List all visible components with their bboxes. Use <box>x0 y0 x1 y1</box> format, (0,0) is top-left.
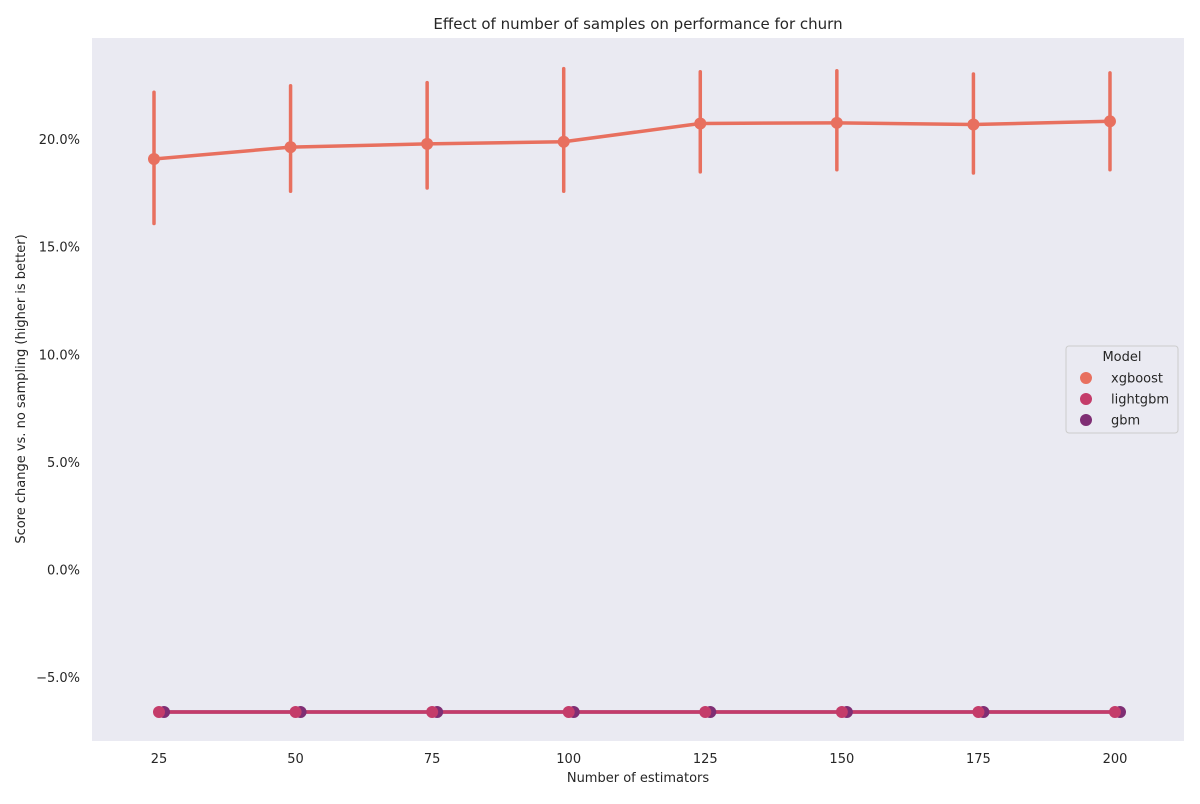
data-point-xgboost <box>421 137 434 150</box>
y-tick-label: 10.0% <box>39 348 80 363</box>
x-tick-label: 125 <box>693 752 718 767</box>
data-point-xgboost <box>1103 115 1116 128</box>
legend-box <box>1065 345 1179 434</box>
y-tick-label: 15.0% <box>39 241 80 256</box>
series-line-xgboost <box>153 119 1111 161</box>
legend: Model xgboost lightgbm gbm <box>1065 345 1179 434</box>
data-point-lightgbm <box>426 706 439 719</box>
y-axis-label: Score change vs. no sampling (higher is … <box>14 234 29 543</box>
data-point-lightgbm <box>153 706 165 719</box>
y-tick-label: 5.0% <box>47 456 80 471</box>
y-tick-label: 0.0% <box>47 564 80 579</box>
x-axis-label: Number of estimators <box>567 771 710 786</box>
legend-label-gbm: gbm <box>1111 414 1140 429</box>
legend-items: xgboost lightgbm gbm <box>1080 372 1169 429</box>
x-tick-label: 175 <box>966 752 991 767</box>
data-point-xgboost <box>148 152 160 165</box>
data-point-xgboost <box>694 117 707 130</box>
series-points <box>148 115 1126 719</box>
x-tick-label: 25 <box>151 752 168 767</box>
x-tick-label: 150 <box>829 752 854 767</box>
legend-marker-lightgbm <box>1080 393 1092 405</box>
legend-label-lightgbm: lightgbm <box>1111 393 1169 408</box>
x-tick-label: 200 <box>1103 752 1128 767</box>
plot-area <box>92 38 1184 741</box>
x-tick-label: 75 <box>424 752 441 767</box>
data-point-xgboost <box>557 135 570 148</box>
legend-label-xgboost: xgboost <box>1111 372 1163 387</box>
data-point-xgboost <box>967 118 980 131</box>
data-point-lightgbm <box>562 706 575 719</box>
y-tick-label: −5.0% <box>36 671 80 686</box>
x-tick-label: 100 <box>556 752 581 767</box>
data-point-lightgbm <box>699 706 712 719</box>
legend-marker-gbm <box>1080 414 1092 426</box>
x-tick-label: 50 <box>287 752 304 767</box>
data-point-xgboost <box>830 116 843 129</box>
series-lines <box>153 119 1120 714</box>
legend-title: Model <box>1102 350 1141 365</box>
chart-title: Effect of number of samples on performan… <box>433 15 842 33</box>
y-tick-label: 20.0% <box>39 133 80 148</box>
y-tick-labels: −5.0% 0.0% 5.0% 10.0% 15.0% 20.0% <box>36 133 80 686</box>
data-point-lightgbm <box>289 706 302 719</box>
data-point-lightgbm <box>835 706 848 719</box>
legend-marker-xgboost <box>1080 372 1092 384</box>
x-tick-labels: 25 50 75 100 125 150 175 200 <box>151 752 1128 767</box>
data-point-lightgbm <box>1108 706 1121 719</box>
data-point-xgboost <box>284 141 297 154</box>
data-point-lightgbm <box>972 706 985 719</box>
